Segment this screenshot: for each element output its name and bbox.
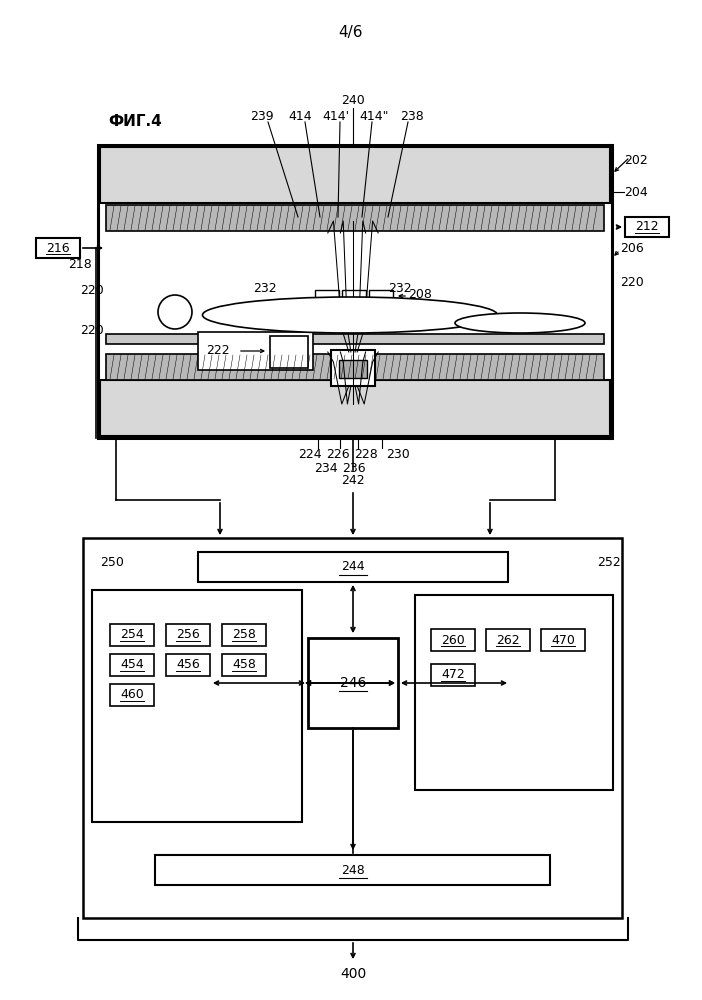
Text: 252: 252 [597, 556, 621, 568]
Text: 248: 248 [341, 863, 365, 876]
Bar [83, 538, 622, 918]
Text: 470: 470 [551, 634, 575, 647]
Text: 260: 260 [441, 634, 465, 647]
Bar [92, 590, 302, 822]
Bar [106, 354, 604, 380]
Ellipse shape [455, 313, 585, 333]
Text: 244: 244 [341, 560, 365, 574]
Bar [155, 855, 550, 885]
Text: ФИГ.4: ФИГ.4 [108, 114, 161, 129]
Bar [369, 290, 393, 302]
Text: 232: 232 [388, 282, 412, 294]
Bar [270, 336, 308, 368]
Bar [222, 624, 266, 646]
Text: 220: 220 [80, 324, 104, 336]
Bar [415, 595, 613, 790]
Text: 246: 246 [340, 676, 366, 690]
Text: 224: 224 [298, 448, 322, 460]
Text: 220: 220 [620, 275, 644, 288]
Text: 230: 230 [386, 448, 410, 460]
Text: 212: 212 [635, 221, 658, 233]
Bar [625, 217, 669, 237]
Text: 254: 254 [120, 629, 144, 642]
Text: 208: 208 [408, 288, 432, 300]
Bar [100, 380, 610, 436]
Bar [198, 552, 508, 582]
Text: 414: 414 [289, 109, 312, 122]
Bar [315, 290, 339, 302]
Text: 262: 262 [496, 634, 519, 647]
Bar [106, 205, 604, 231]
Text: 414": 414" [359, 109, 389, 122]
Text: 204: 204 [624, 186, 648, 198]
Bar [198, 332, 313, 370]
Text: 218: 218 [68, 257, 92, 270]
Bar [166, 624, 210, 646]
Text: 216: 216 [46, 241, 69, 254]
Text: 238: 238 [400, 109, 424, 122]
Text: 242: 242 [341, 474, 365, 487]
Text: 400: 400 [340, 967, 366, 981]
Text: 458: 458 [232, 658, 256, 672]
Text: 456: 456 [176, 658, 200, 672]
Text: 206: 206 [620, 241, 644, 254]
Bar [110, 684, 154, 706]
Bar [106, 334, 604, 344]
Text: 220: 220 [80, 284, 104, 296]
Text: 414': 414' [322, 109, 350, 122]
Bar [110, 654, 154, 676]
Text: 454: 454 [120, 658, 144, 672]
Text: 226: 226 [326, 448, 350, 460]
Bar [98, 145, 612, 438]
Bar [222, 654, 266, 676]
Text: 4/6: 4/6 [339, 24, 363, 39]
Text: 222: 222 [206, 344, 230, 358]
Text: 240: 240 [341, 95, 365, 107]
Text: 250: 250 [100, 556, 124, 568]
Circle shape [158, 295, 192, 329]
Bar [100, 147, 610, 203]
Bar [486, 629, 530, 651]
Text: 239: 239 [250, 109, 274, 122]
Text: 256: 256 [176, 629, 200, 642]
Bar [339, 360, 367, 378]
Text: 460: 460 [120, 688, 144, 702]
Bar [308, 638, 398, 728]
Text: 228: 228 [354, 448, 378, 460]
Bar [110, 624, 154, 646]
Bar [541, 629, 585, 651]
Text: 258: 258 [232, 629, 256, 642]
Bar [431, 664, 475, 686]
Text: 472: 472 [441, 668, 465, 682]
Text: 202: 202 [624, 153, 648, 166]
Bar [331, 350, 375, 386]
Text: 236: 236 [342, 462, 366, 475]
Bar [431, 629, 475, 651]
Text: 232: 232 [253, 282, 277, 294]
Bar [36, 238, 80, 258]
Bar [342, 290, 366, 302]
Ellipse shape [202, 297, 498, 333]
Text: 234: 234 [314, 462, 338, 475]
Bar [166, 654, 210, 676]
